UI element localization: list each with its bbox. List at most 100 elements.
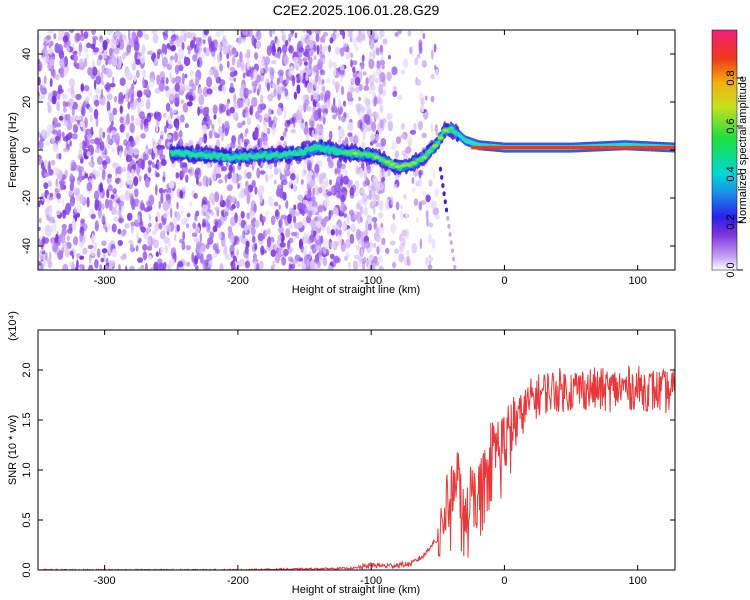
spectrogram-noise-blob — [361, 123, 367, 129]
spectrogram-noise-blob — [38, 261, 42, 266]
spectrogram-noise-blob — [244, 53, 248, 59]
spectrogram-noise-blob — [141, 44, 146, 55]
spectrogram-noise-blob — [322, 257, 327, 267]
spectrogram-noise-blob — [114, 132, 120, 145]
spectrogram-noise-blob — [181, 185, 187, 192]
spectrogram-noise-blob — [202, 175, 209, 187]
spectrogram-noise-blob — [360, 248, 364, 260]
spectrogram-noise-blob — [244, 169, 248, 179]
spectrogram-noise-blob — [281, 32, 286, 43]
spectrogram-noise-blob — [374, 95, 377, 107]
spectrogram-noise-blob — [339, 30, 344, 36]
carrier-mid — [619, 142, 621, 148]
spectrogram-noise-blob — [377, 194, 380, 204]
spectrogram-noise-blob — [314, 30, 321, 35]
spectrogram-noise-blob — [114, 30, 121, 38]
spectrogram-noise-blob — [47, 30, 52, 36]
spectrogram-noise-blob — [202, 52, 205, 60]
spectrogram-noise-blob — [112, 188, 117, 194]
spectrogram-noise-blob — [181, 41, 185, 51]
spectrogram-noise-blob — [268, 196, 274, 207]
spectrogram-noise-blob — [174, 52, 179, 63]
spectrogram-noise-blob — [339, 176, 344, 187]
spectrogram-noise-blob — [361, 54, 365, 63]
spectrogram-noise-blob — [340, 115, 346, 123]
spectrogram-noise-blob — [310, 94, 314, 102]
spectrogram-noise-blob — [334, 81, 340, 91]
spectrogram-noise-blob — [140, 119, 144, 131]
spectrogram-noise-blob — [51, 95, 57, 105]
spectrogram-noise-blob — [56, 210, 61, 216]
spectrogram-noise-blob — [136, 90, 143, 98]
spectrogram-noise-blob — [357, 230, 364, 237]
spectrogram-noise-blob — [45, 54, 50, 65]
spectrogram-noise-blob — [73, 61, 78, 68]
spectrogram-noise-blob — [329, 179, 332, 186]
spectrogram-noise-blob — [209, 231, 215, 239]
spectrogram-noise-blob — [176, 224, 180, 232]
spectrogram-noise-blob — [69, 30, 75, 34]
x-tick-label: -100 — [360, 275, 382, 287]
spectrogram-noise-blob — [158, 200, 161, 210]
spectrogram-noise-blob — [142, 76, 145, 89]
spectrogram-noise-blob — [297, 194, 304, 201]
spectrogram-noise-blob — [179, 137, 183, 147]
spectrogram-noise-blob — [195, 265, 199, 270]
spectrogram-noise-blob — [400, 204, 403, 210]
spectrogram-noise-blob — [253, 203, 257, 213]
spectrogram-noise-blob — [86, 151, 91, 157]
spectrogram-noise-blob — [163, 32, 168, 41]
spectrogram-noise-blob — [273, 201, 279, 207]
spectrogram-noise-blob — [275, 209, 279, 218]
spectrogram-noise-blob — [324, 107, 327, 114]
spectrogram-noise-blob — [310, 219, 316, 228]
spectrogram-noise-blob — [251, 96, 258, 108]
x-tick-label: -200 — [227, 575, 249, 587]
spectrogram-noise-blob — [370, 262, 376, 270]
spectrogram-noise-blob — [293, 91, 298, 100]
spectrogram-noise-blob — [330, 229, 335, 236]
ridge-highlight — [410, 161, 417, 165]
spectrogram-noise-blob — [431, 49, 434, 60]
spectrogram-noise-blob — [182, 102, 188, 113]
spectrogram-noise-blob — [243, 138, 250, 145]
carrier-mid — [635, 143, 637, 149]
spectrogram-noise-blob — [250, 226, 256, 236]
spectrogram-noise-blob — [394, 32, 399, 37]
spectrogram-noise-blob — [124, 223, 130, 229]
spectrogram-noise-blob — [45, 252, 48, 261]
spectrogram-noise-blob — [71, 93, 76, 99]
spectrogram-noise-blob — [164, 85, 169, 91]
spectrogram-noise-blob — [239, 51, 243, 63]
spectrogram-noise-blob — [38, 238, 41, 247]
spectrogram-noise-blob — [326, 191, 333, 197]
spectrogram-noise-blob — [365, 176, 369, 186]
spectrogram-noise-blob — [161, 56, 168, 68]
spectrogram-noise-blob — [234, 236, 240, 245]
spectrogram-noise-blob — [130, 102, 137, 110]
spectrogram-noise-blob — [288, 36, 292, 42]
y-tick-label: 20 — [21, 96, 33, 108]
spectrogram-noise-blob — [290, 128, 296, 134]
spectrogram-noise-blob — [288, 33, 294, 38]
spectrogram-noise-blob — [360, 188, 365, 194]
spectrogram-noise-blob — [215, 78, 220, 84]
spectrogram-noise-blob — [202, 259, 208, 270]
spectrogram-noise-blob — [233, 70, 238, 76]
spectrogram-noise-blob — [229, 106, 235, 114]
spectrogram-noise-blob — [162, 261, 167, 270]
spectrogram-noise-blob — [250, 214, 254, 221]
spectrogram-noise-blob — [126, 87, 130, 93]
spectrogram-noise-blob — [107, 173, 112, 179]
spectrogram-noise-blob — [75, 115, 82, 121]
spectrogram-noise-blob — [328, 59, 333, 70]
spectrogram-noise-blob — [303, 102, 309, 110]
spectrogram-noise-blob — [349, 186, 355, 196]
spectrogram-noise-blob — [194, 254, 201, 260]
spectrogram-noise-blob — [392, 261, 397, 269]
spectrogram-noise-blob — [128, 240, 134, 245]
y-tick-label: 1.5 — [21, 412, 33, 427]
spectrogram-noise-blob — [134, 51, 138, 62]
spectrogram-noise-blob — [225, 102, 229, 110]
spectrogram-noise-blob — [259, 103, 267, 111]
